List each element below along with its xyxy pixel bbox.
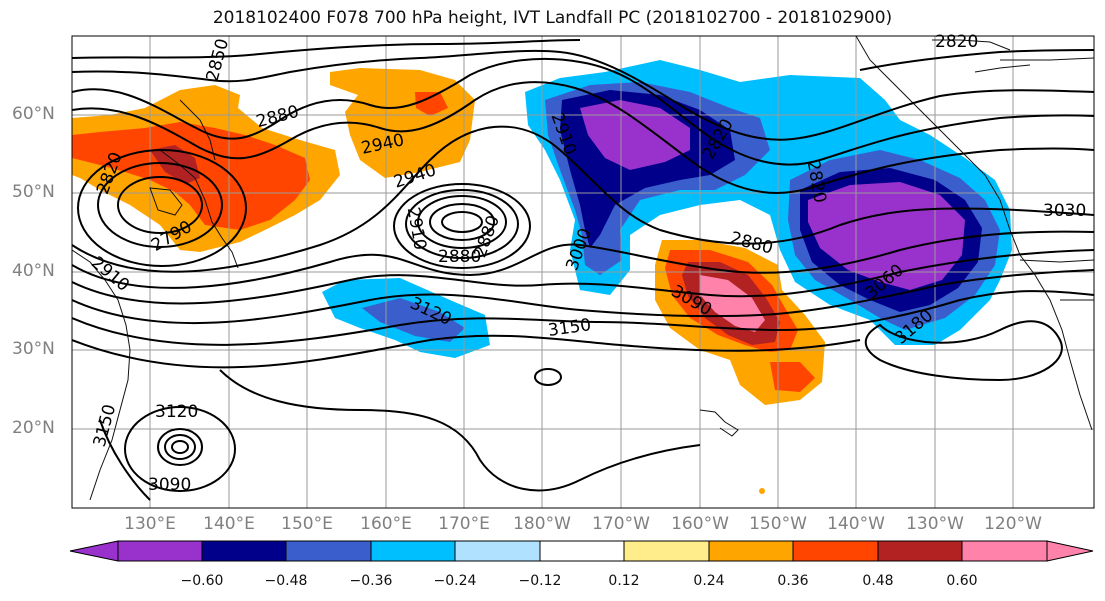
ivt-positive-central-region [655,240,825,494]
lon-label: 150°E [281,514,333,534]
map-title: 2018102400 F078 700 hPa height, IVT Land… [212,8,893,28]
colorbar-tick-label: −0.48 [264,573,308,589]
contour-label: 3030 [1043,201,1086,221]
lat-label-30n: 30°N [12,339,55,359]
lat-label-50n: 50°N [12,182,55,202]
lon-label: 120°W [984,514,1042,534]
contour-label: 2820 [935,32,978,52]
lon-label: 130°W [906,514,964,534]
colorbar-tick-label: 0.48 [862,573,894,589]
colorbar-tick-label: −0.12 [518,573,562,589]
lon-label: 130°E [124,514,176,534]
colorbar-lower-extend [69,540,119,562]
lat-label-20n: 20°N [12,418,55,438]
colorbar-tick-label: −0.24 [433,573,477,589]
map-frame [71,35,1095,509]
contour-label: 2880 [438,247,481,267]
colorbar-tick-label: 0.12 [608,573,640,589]
contour-label: 3090 [148,475,191,495]
lon-label: 180°W [513,514,571,534]
colorbar [69,540,1094,562]
ivt-positive-west-region [72,68,475,252]
colorbar-tick-label: 0.24 [693,573,725,589]
lon-label: 150°W [749,514,807,534]
ivt-negative-northeast-region [525,60,1012,345]
colorbar-upper-extend [1046,540,1094,562]
lat-label-40n: 40°N [12,261,55,281]
lon-label: 160°E [360,514,412,534]
contour-label: 3120 [155,402,198,422]
lon-label: 140°W [827,514,885,534]
coastlines [72,36,1094,501]
lon-label: 170°E [438,514,490,534]
colorbar-tick-label: −0.60 [180,573,224,589]
colorbar-tick-label: 0.36 [777,573,809,589]
colorbar-tick-label: −0.36 [349,573,393,589]
lon-label: 140°E [203,514,255,534]
lon-label: 160°W [671,514,729,534]
lat-label-60n: 60°N [12,104,55,124]
height-contours [72,39,1094,501]
colorbar-tick-label: 0.60 [946,573,978,589]
lon-label: 170°W [592,514,650,534]
